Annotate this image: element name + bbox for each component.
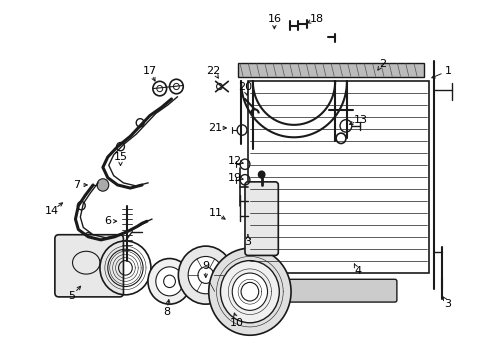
Circle shape <box>216 84 222 90</box>
Circle shape <box>232 273 267 310</box>
Text: 7: 7 <box>73 180 80 190</box>
Text: 10: 10 <box>230 318 244 328</box>
Text: 13: 13 <box>353 115 367 125</box>
Text: 22: 22 <box>206 66 220 76</box>
Text: 2: 2 <box>378 59 385 69</box>
FancyBboxPatch shape <box>255 279 396 302</box>
Text: 17: 17 <box>142 66 157 76</box>
Text: 8: 8 <box>163 307 170 318</box>
FancyBboxPatch shape <box>55 235 123 297</box>
Text: 15: 15 <box>113 152 127 162</box>
Circle shape <box>97 179 108 191</box>
Circle shape <box>208 248 290 335</box>
Circle shape <box>148 258 191 304</box>
Text: 3: 3 <box>444 299 450 309</box>
Circle shape <box>178 246 233 304</box>
Text: 5: 5 <box>68 291 75 301</box>
FancyBboxPatch shape <box>244 182 278 256</box>
Circle shape <box>188 256 223 294</box>
Text: 14: 14 <box>45 206 59 216</box>
Bar <box>238 63 424 77</box>
Text: 20: 20 <box>238 81 251 91</box>
Text: 18: 18 <box>309 14 323 24</box>
Text: 16: 16 <box>267 14 281 24</box>
Circle shape <box>156 267 183 296</box>
Text: 19: 19 <box>228 173 242 183</box>
Bar <box>247 81 428 273</box>
Text: 3: 3 <box>244 237 251 247</box>
Text: 11: 11 <box>208 208 222 218</box>
Text: 4: 4 <box>353 266 361 276</box>
Text: 21: 21 <box>208 123 222 133</box>
Circle shape <box>257 170 265 179</box>
Circle shape <box>220 261 279 323</box>
Text: 12: 12 <box>228 156 242 166</box>
Text: 1: 1 <box>444 66 450 76</box>
Text: 6: 6 <box>104 216 111 226</box>
Text: 9: 9 <box>202 261 209 271</box>
